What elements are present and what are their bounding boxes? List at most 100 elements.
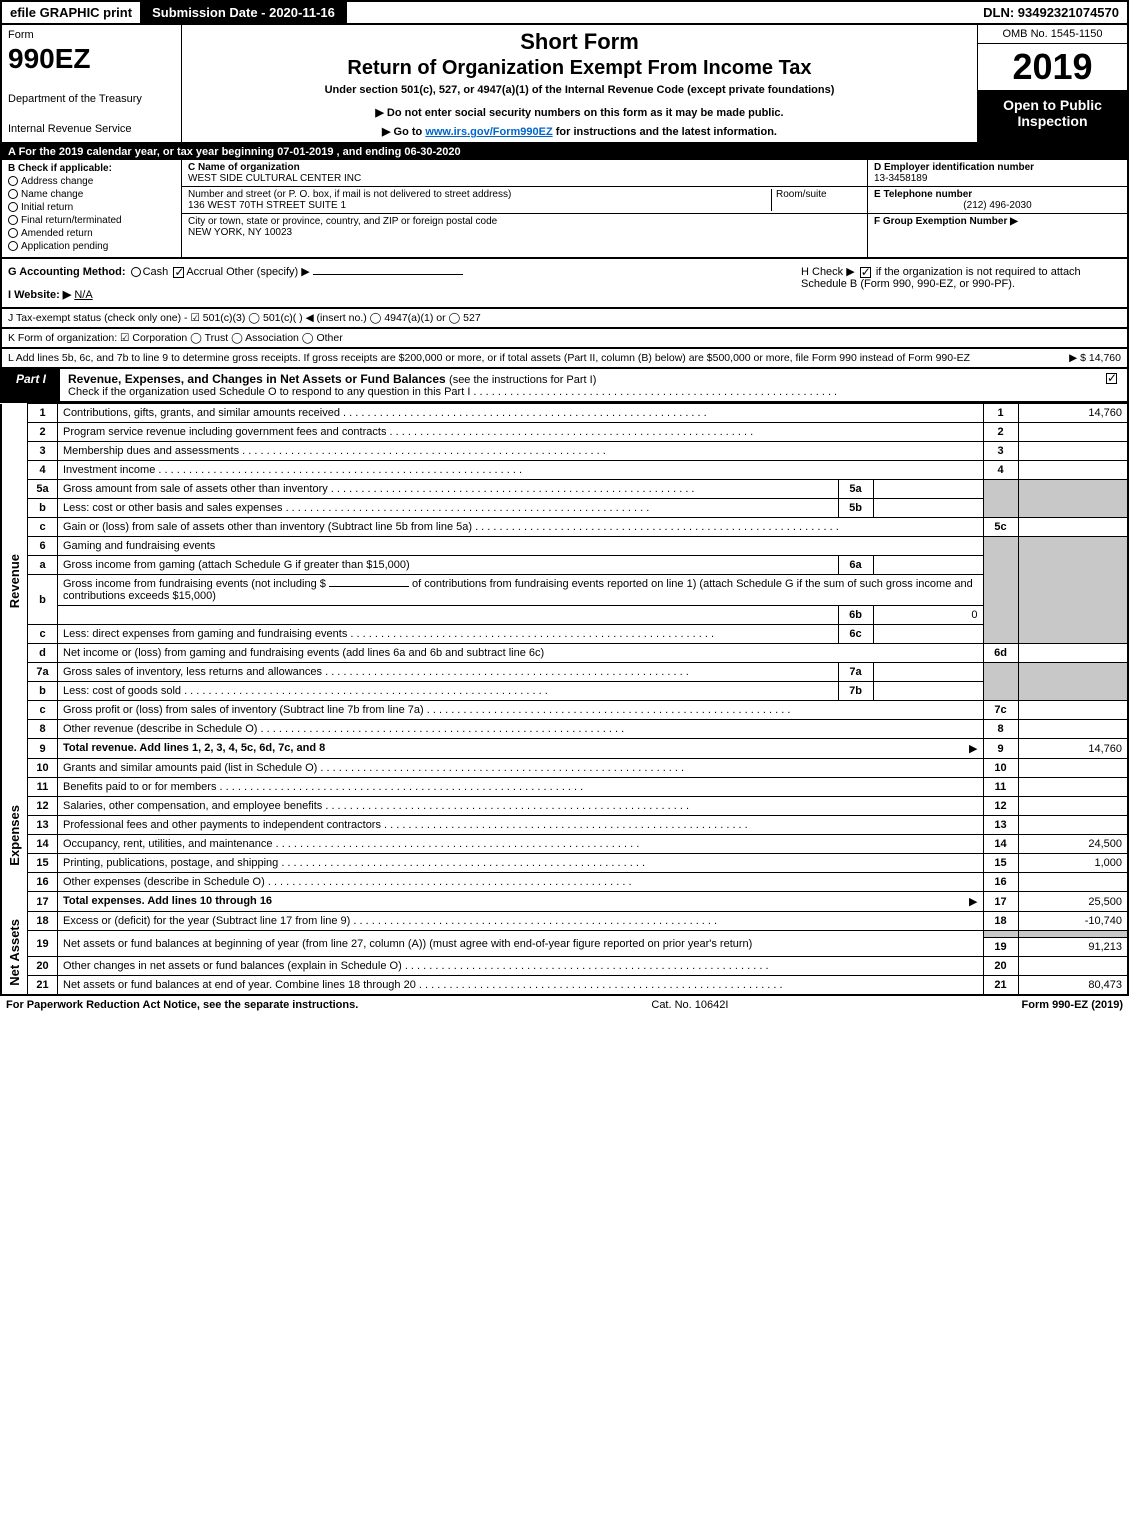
line-16-val bbox=[1018, 873, 1128, 892]
line-6a-desc: Gross income from gaming (attach Schedul… bbox=[58, 556, 839, 575]
line-5b-ref: 5b bbox=[838, 499, 873, 518]
form-number: 990EZ bbox=[8, 43, 175, 75]
section-gh: G Accounting Method: Cash Accrual Other … bbox=[0, 259, 1129, 309]
note2-pre: ▶ Go to bbox=[382, 126, 425, 138]
line-6a-val bbox=[873, 556, 983, 575]
chk-final-return[interactable]: Final return/terminated bbox=[8, 215, 175, 226]
footer-right: Form 990-EZ (2019) bbox=[1022, 999, 1123, 1011]
submission-date: Submission Date - 2020-11-16 bbox=[140, 2, 347, 23]
tax-year-row: A For the 2019 calendar year, or tax yea… bbox=[0, 144, 1129, 160]
line-19-val: 91,213 bbox=[1018, 938, 1128, 957]
chk-application-pending[interactable]: Application pending bbox=[8, 241, 175, 252]
line-17-desc: Total expenses. Add lines 10 through 16 bbox=[58, 892, 984, 912]
line-8-ref: 8 bbox=[983, 720, 1018, 739]
line-14-val: 24,500 bbox=[1018, 835, 1128, 854]
form-header: Form 990EZ Department of the Treasury In… bbox=[0, 25, 1129, 144]
part1-subtitle: (see the instructions for Part I) bbox=[449, 374, 596, 386]
line-19-desc: Net assets or fund balances at beginning… bbox=[58, 931, 984, 957]
efile-print-label[interactable]: efile GRAPHIC print bbox=[2, 2, 140, 23]
line-5b-val bbox=[873, 499, 983, 518]
dept-treasury: Department of the Treasury bbox=[8, 93, 175, 105]
city-value: NEW YORK, NY 10023 bbox=[188, 227, 861, 238]
line-5c-desc: Gain or (loss) from sale of assets other… bbox=[58, 518, 984, 537]
chk-initial-return[interactable]: Initial return bbox=[8, 202, 175, 213]
section-c: C Name of organization WEST SIDE CULTURA… bbox=[182, 160, 867, 257]
section-k: K Form of organization: ☑ Corporation ◯ … bbox=[0, 329, 1129, 349]
line-6b-desc-top: Gross income from fundraising events (no… bbox=[58, 575, 984, 606]
irs-label: Internal Revenue Service bbox=[8, 123, 175, 135]
org-name-value: WEST SIDE CULTURAL CENTER INC bbox=[188, 173, 861, 184]
line-5c-num: c bbox=[28, 518, 58, 537]
chk-cash[interactable] bbox=[131, 267, 141, 277]
header-center: Short Form Return of Organization Exempt… bbox=[182, 25, 977, 142]
line-13-num: 13 bbox=[28, 816, 58, 835]
line-18-val: -10,740 bbox=[1018, 912, 1128, 931]
website-value: N/A bbox=[74, 289, 92, 301]
other-input[interactable] bbox=[313, 274, 463, 275]
line-15-num: 15 bbox=[28, 854, 58, 873]
line-5b-desc: Less: cost or other basis and sales expe… bbox=[58, 499, 839, 518]
line-2-ref: 2 bbox=[983, 423, 1018, 442]
line-7b-val bbox=[873, 682, 983, 701]
line-6b-ref: 6b bbox=[838, 606, 873, 625]
line-7c-ref: 7c bbox=[983, 701, 1018, 720]
chk-accrual[interactable] bbox=[173, 267, 184, 278]
line-5a-num: 5a bbox=[28, 480, 58, 499]
line-6b-val: 0 bbox=[873, 606, 983, 625]
line-6b-input[interactable] bbox=[329, 586, 409, 587]
line-18-num: 18 bbox=[28, 912, 58, 931]
line-6d-desc: Net income or (loss) from gaming and fun… bbox=[58, 644, 984, 663]
part1-header: Part I Revenue, Expenses, and Changes in… bbox=[0, 369, 1129, 403]
line-8-num: 8 bbox=[28, 720, 58, 739]
line-8-val bbox=[1018, 720, 1128, 739]
irs-link[interactable]: www.irs.gov/Form990EZ bbox=[425, 126, 552, 138]
section-h: H Check ▶ if the organization is not req… bbox=[801, 265, 1121, 301]
header-left: Form 990EZ Department of the Treasury In… bbox=[2, 25, 182, 142]
line-9-desc: Total revenue. Add lines 1, 2, 3, 4, 5c,… bbox=[58, 739, 984, 759]
chk-amended-return[interactable]: Amended return bbox=[8, 228, 175, 239]
line-18-desc: Excess or (deficit) for the year (Subtra… bbox=[58, 912, 984, 931]
line-4-desc: Investment income bbox=[58, 461, 984, 480]
line-1-val: 14,760 bbox=[1018, 404, 1128, 423]
part1-table: Revenue 1 Contributions, gifts, grants, … bbox=[0, 403, 1129, 996]
chk-address-change-label: Address change bbox=[21, 176, 93, 187]
omb-number: OMB No. 1545-1150 bbox=[978, 25, 1127, 44]
line-7a-num: 7a bbox=[28, 663, 58, 682]
instructions-note: ▶ Go to www.irs.gov/Form990EZ for instru… bbox=[190, 125, 969, 138]
line-11-val bbox=[1018, 778, 1128, 797]
chk-address-change[interactable]: Address change bbox=[8, 176, 175, 187]
line-4-val bbox=[1018, 461, 1128, 480]
part1-title: Revenue, Expenses, and Changes in Net As… bbox=[60, 369, 1096, 401]
under-section: Under section 501(c), 527, or 4947(a)(1)… bbox=[190, 84, 969, 96]
footer-left: For Paperwork Reduction Act Notice, see … bbox=[6, 999, 358, 1011]
line-9-val: 14,760 bbox=[1018, 739, 1128, 759]
line-7b-desc: Less: cost of goods sold bbox=[58, 682, 839, 701]
line-1-num: 1 bbox=[28, 404, 58, 423]
line-6c-ref: 6c bbox=[838, 625, 873, 644]
chk-initial-return-label: Initial return bbox=[21, 202, 73, 213]
note2-post: for instructions and the latest informat… bbox=[553, 126, 777, 138]
section-def: D Employer identification number 13-3458… bbox=[867, 160, 1127, 257]
chk-application-pending-label: Application pending bbox=[21, 241, 108, 252]
line-2-val bbox=[1018, 423, 1128, 442]
line-14-ref: 14 bbox=[983, 835, 1018, 854]
line-6a-ref: 6a bbox=[838, 556, 873, 575]
h-text1: H Check ▶ bbox=[801, 266, 855, 278]
g-label: G Accounting Method: bbox=[8, 266, 126, 278]
line-10-ref: 10 bbox=[983, 759, 1018, 778]
line-8-desc: Other revenue (describe in Schedule O) bbox=[58, 720, 984, 739]
city-label: City or town, state or province, country… bbox=[188, 216, 497, 227]
line-16-ref: 16 bbox=[983, 873, 1018, 892]
part1-check-line: Check if the organization used Schedule … bbox=[68, 386, 1088, 398]
line-7a-desc: Gross sales of inventory, less returns a… bbox=[58, 663, 839, 682]
line-15-desc: Printing, publications, postage, and shi… bbox=[58, 854, 984, 873]
line-5a-ref: 5a bbox=[838, 480, 873, 499]
line-19-ref: 19 bbox=[983, 938, 1018, 957]
part1-checkbox[interactable] bbox=[1096, 369, 1127, 401]
chk-name-change[interactable]: Name change bbox=[8, 189, 175, 200]
top-bar: efile GRAPHIC print Submission Date - 20… bbox=[0, 0, 1129, 25]
chk-schedule-b[interactable] bbox=[860, 267, 871, 278]
cash-label: Cash bbox=[143, 266, 169, 278]
netassets-side-label: Net Assets bbox=[7, 919, 22, 986]
open-public-inspection: Open to Public Inspection bbox=[978, 91, 1127, 142]
